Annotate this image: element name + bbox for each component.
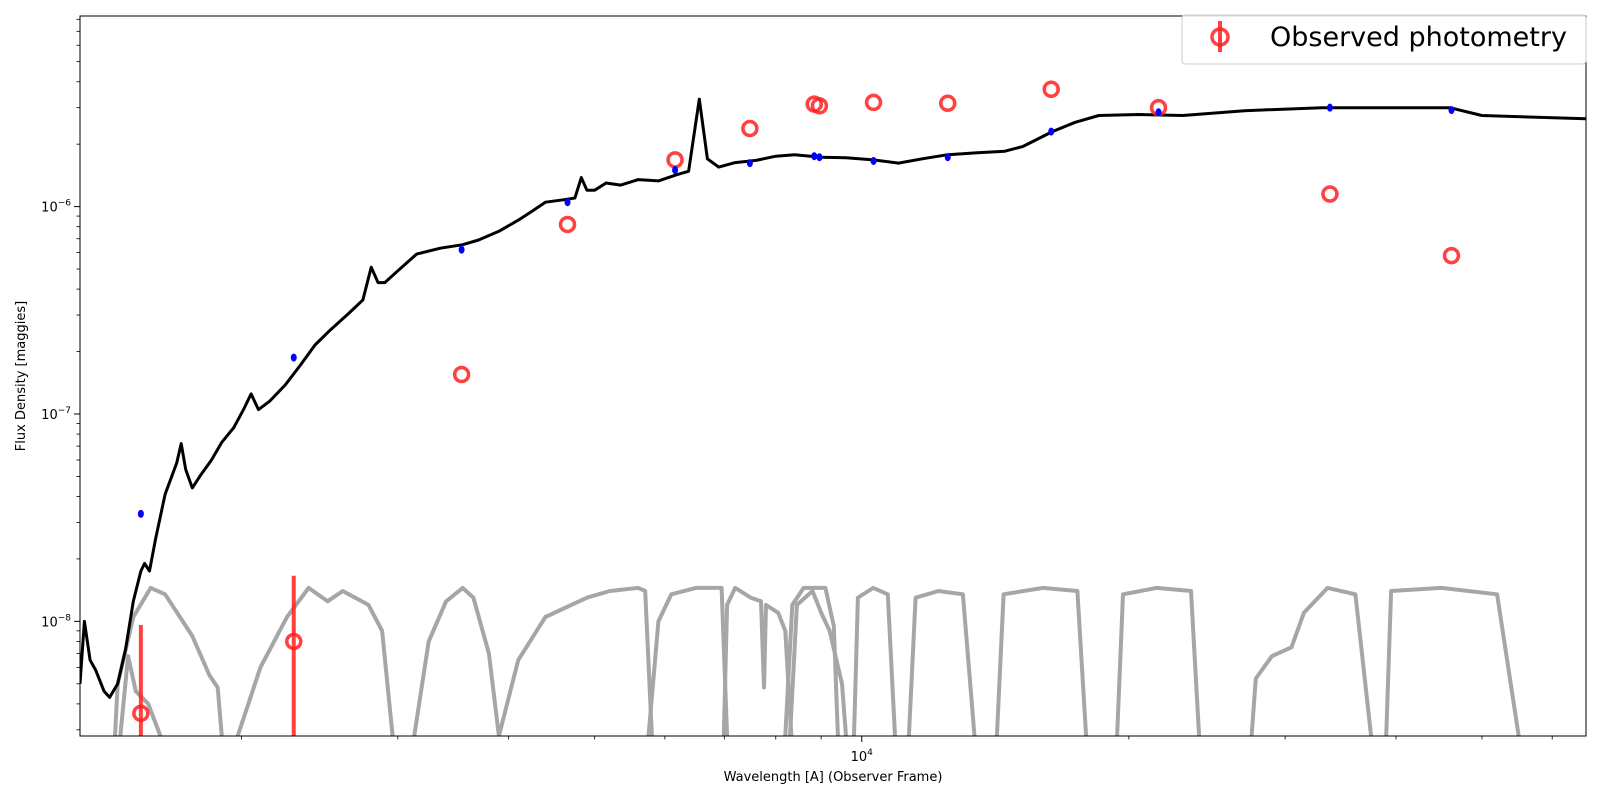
model-photometry-point-11 <box>1155 108 1162 117</box>
model-photometry-point-5 <box>746 159 753 168</box>
observed-point-8 <box>864 93 883 112</box>
observed-point-13 <box>1442 246 1461 265</box>
filter-curve-9 <box>852 585 897 736</box>
filter-curve-13 <box>1249 585 1374 736</box>
observed-marker-13 <box>1442 246 1461 265</box>
filter-curve-10 <box>906 589 977 736</box>
model-photometry-point-10 <box>1048 127 1055 136</box>
observed-marker-0 <box>132 704 150 723</box>
observed-marker-7 <box>810 97 829 115</box>
model-photometry-point-0 <box>137 509 144 518</box>
model-photometry-point-9 <box>944 153 951 162</box>
filter-curve-5 <box>646 585 730 736</box>
model-photometry-point-4 <box>672 166 679 175</box>
filter-curve-2 <box>235 585 395 736</box>
observed-marker-5 <box>741 119 759 138</box>
model-photometry-point-8 <box>870 156 877 165</box>
observed-point-1 <box>285 575 303 736</box>
filter-curve-11 <box>994 585 1089 736</box>
model-photometry-point-3 <box>564 198 571 207</box>
model-photometry-markers <box>137 103 1455 518</box>
x-axis-label: Wavelength [A] (Observer Frame) <box>724 770 943 785</box>
y-axis-label: Flux Density [maggies] <box>14 301 29 451</box>
observed-marker-8 <box>864 93 883 112</box>
legend-label-observed: Observed photometry <box>1270 22 1567 53</box>
model-photometry-point-12 <box>1326 103 1333 112</box>
filter-curve-1 <box>118 654 163 736</box>
model-photometry-point-7 <box>816 153 823 162</box>
filter-curves <box>113 585 1521 736</box>
plot-frame <box>79 15 1587 737</box>
legend-marker-observed <box>1210 21 1230 52</box>
observed-marker-9 <box>938 94 957 113</box>
filter-curve-3 <box>412 585 501 736</box>
filter-curve-12 <box>1115 585 1202 736</box>
legend-box <box>1181 14 1587 65</box>
axis-ticks <box>74 18 1553 742</box>
observed-point-2 <box>452 365 471 384</box>
legend: Observed photometry <box>1181 14 1587 65</box>
observed-point-0 <box>132 625 150 736</box>
observed-point-5 <box>741 119 759 138</box>
observed-marker-12 <box>1321 185 1339 203</box>
model-photometry-point-6 <box>811 152 818 161</box>
observed-marker-10 <box>1042 80 1060 99</box>
filter-curve-14 <box>1384 585 1521 736</box>
filter-curve-4 <box>496 585 654 736</box>
filter-curve-8 <box>788 589 848 736</box>
observed-marker-3 <box>558 215 577 234</box>
observed-marker-2 <box>452 365 471 384</box>
observed-photometry-markers <box>132 80 1461 736</box>
observed-point-10 <box>1042 80 1060 99</box>
filter-curve-6 <box>721 585 794 736</box>
observed-marker-1 <box>285 632 303 651</box>
model-photometry-point-2 <box>458 245 465 254</box>
model-spectrum-line <box>80 97 1586 699</box>
observed-point-3 <box>558 215 577 234</box>
model-spectrum <box>80 97 1586 699</box>
model-photometry-point-13 <box>1448 106 1455 115</box>
model-photometry-point-1 <box>290 353 297 362</box>
observed-point-9 <box>938 94 957 113</box>
observed-point-12 <box>1321 185 1339 203</box>
observed-point-7 <box>810 97 829 115</box>
